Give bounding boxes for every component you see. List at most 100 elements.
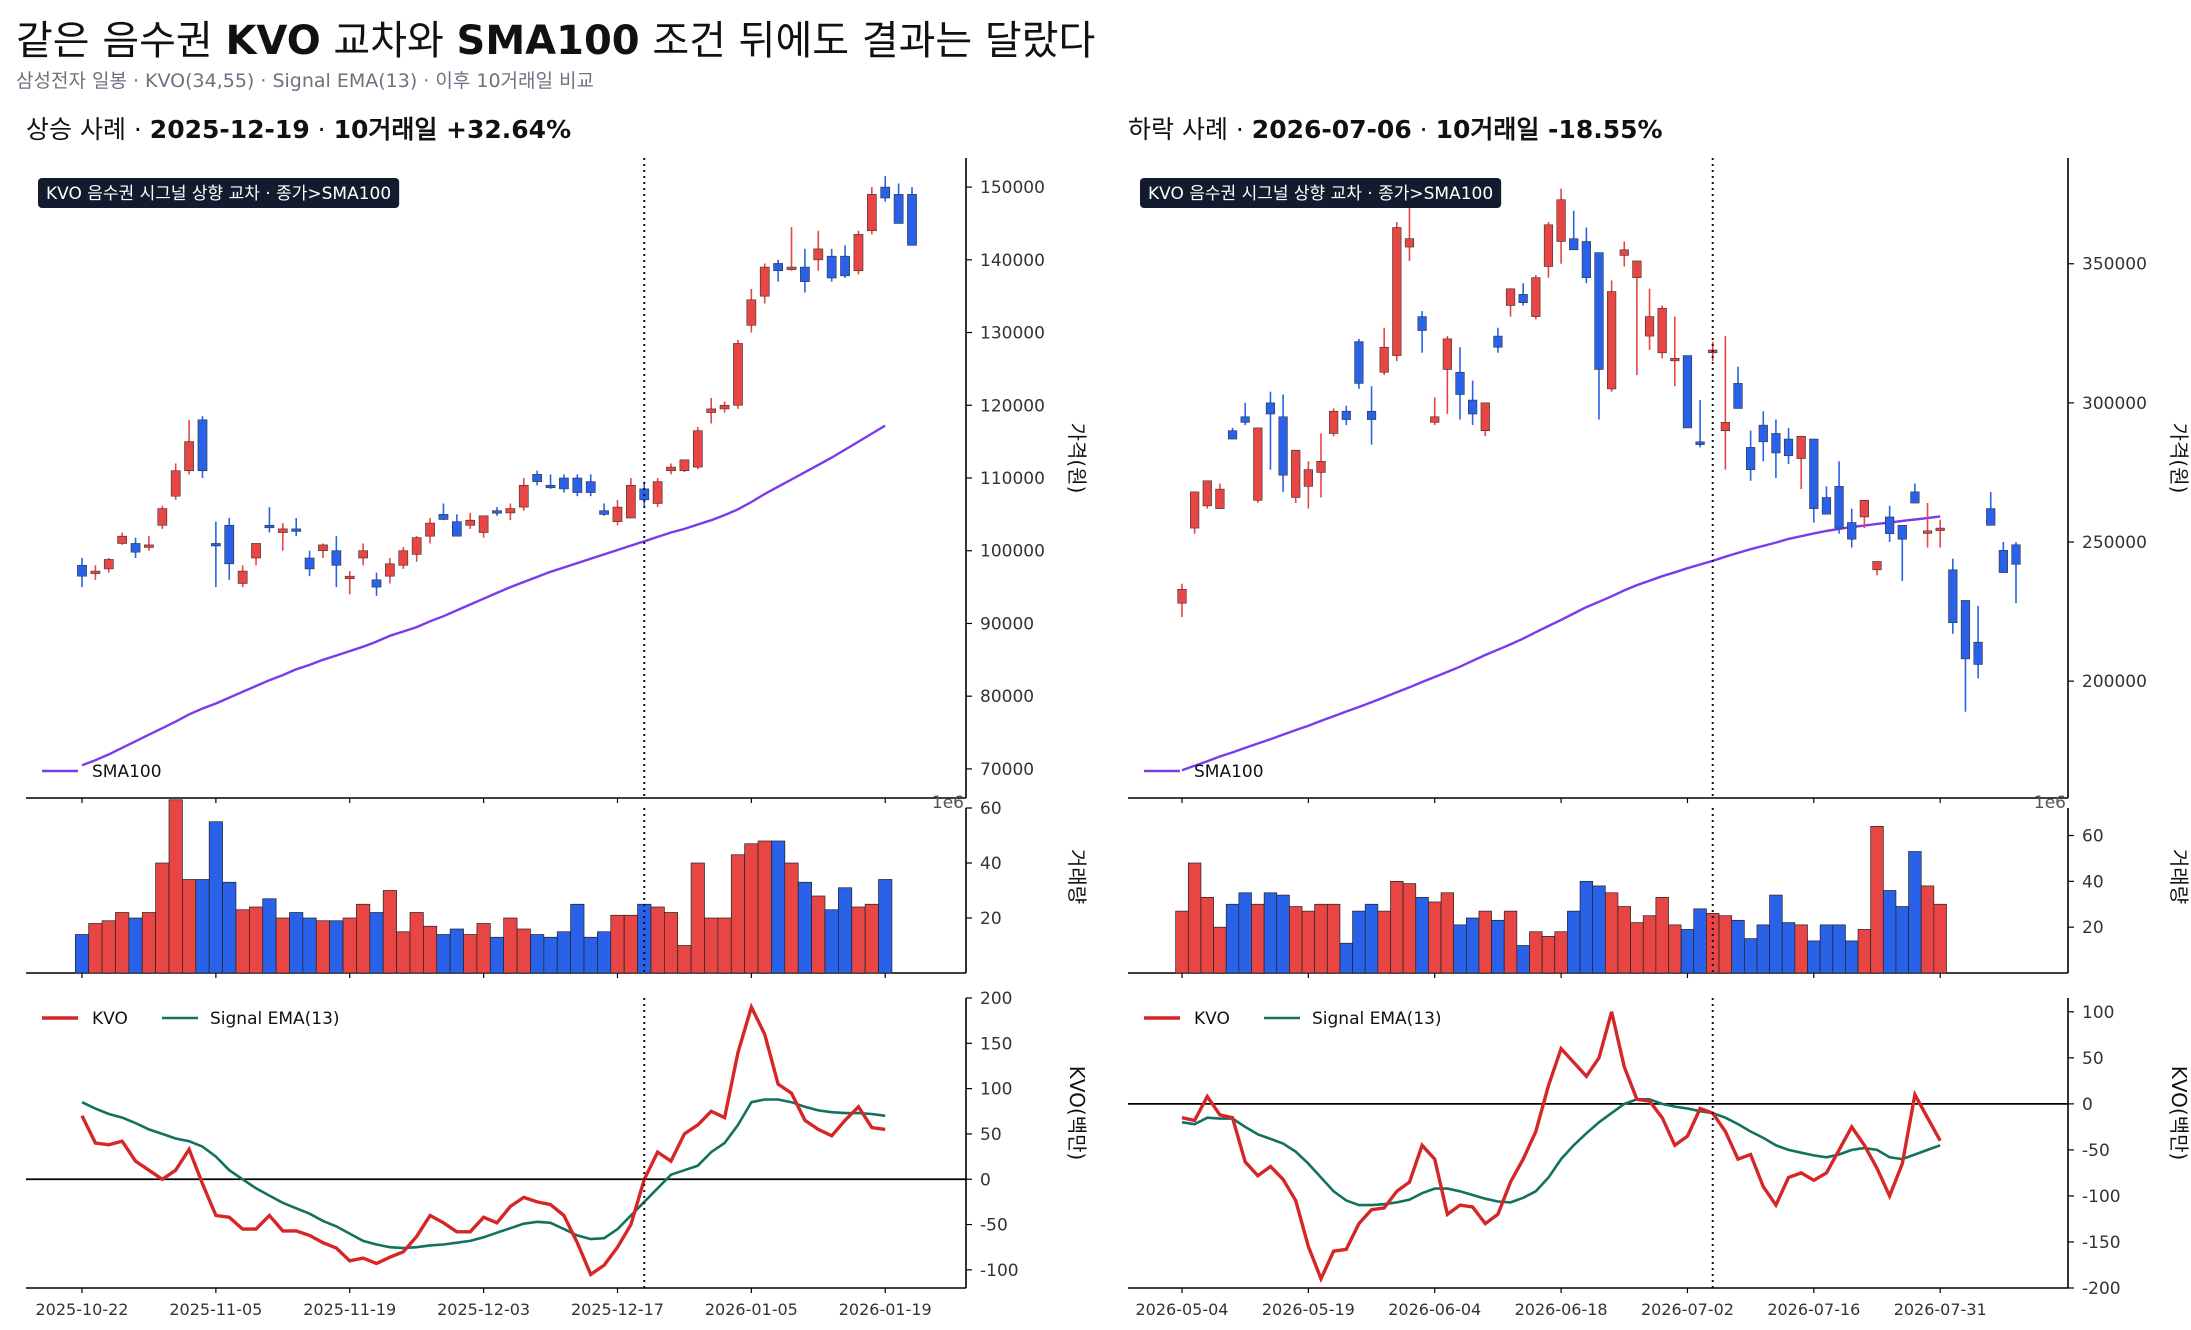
volume-bar <box>1478 910 1492 974</box>
volume-bar <box>1756 924 1770 974</box>
candle-body <box>505 508 516 514</box>
price-tick-label: 250000 <box>2082 533 2147 553</box>
x-tick-label: 2026-07-02 <box>1641 1300 1734 1319</box>
candle-body <box>465 519 476 526</box>
price-tick-label: 70000 <box>980 760 1034 780</box>
candle-body <box>117 535 128 544</box>
volume-bar <box>1225 903 1240 974</box>
volume-bar <box>168 799 183 974</box>
kvo-tick-label: 50 <box>2082 1049 2104 1069</box>
volume-bar <box>1554 931 1568 974</box>
signal-badge <box>38 178 400 208</box>
candle-body <box>411 537 422 555</box>
volume-bar <box>101 920 116 974</box>
candle-body <box>1455 371 1465 395</box>
volume-bar <box>1655 897 1669 974</box>
volume-bar <box>436 934 451 974</box>
candle-body <box>1973 641 1983 665</box>
volume-bar <box>369 912 384 974</box>
volume-bar <box>423 925 438 974</box>
kvo-tick-label: -150 <box>2082 1233 2121 1253</box>
price-tick-label: 150000 <box>980 178 1045 198</box>
kvo-tick-label: 200 <box>980 989 1012 1009</box>
candle-body <box>1935 527 1945 531</box>
candle-body <box>1922 530 1933 534</box>
candle-body <box>612 506 623 522</box>
volume-tick-label: 40 <box>980 854 1002 874</box>
volume-bar <box>463 934 478 974</box>
volume-bar <box>222 881 237 974</box>
volume-bar <box>208 821 223 974</box>
candle-body <box>1746 447 1756 470</box>
x-tick-label: 2025-10-22 <box>36 1300 129 1319</box>
candle-body <box>1885 516 1895 534</box>
candle-body <box>1657 307 1667 354</box>
kvo-tick-label: -50 <box>2082 1141 2110 1161</box>
candle-body <box>1809 438 1819 509</box>
volume-bar <box>1440 892 1455 974</box>
volume-bar <box>704 917 719 974</box>
volume-bar <box>289 912 304 974</box>
volume-bar <box>1516 945 1530 974</box>
price-tick-label: 130000 <box>980 324 1045 344</box>
volume-bar <box>1920 885 1935 974</box>
volume-bar <box>771 840 786 974</box>
volume-bar <box>1326 903 1341 974</box>
candle-body <box>264 524 275 529</box>
candle-body <box>1834 486 1844 529</box>
kvo-legend-label: KVO <box>92 1009 128 1029</box>
candle-body <box>1316 461 1326 473</box>
sma-legend-label: SMA100 <box>1194 762 1264 782</box>
volume-bar <box>1339 942 1353 974</box>
candle-body <box>1569 238 1579 251</box>
volume-bar <box>1251 903 1265 974</box>
candle-body <box>719 404 730 410</box>
candle-body <box>385 563 395 577</box>
signal-legend-label: Signal EMA(13) <box>1312 1009 1442 1029</box>
volume-bar <box>757 840 772 974</box>
volume-tick-label: 20 <box>980 909 1002 929</box>
x-tick-label: 2026-06-04 <box>1388 1300 1481 1319</box>
volume-bar <box>182 879 197 974</box>
candle-body <box>626 484 636 519</box>
volume-bar <box>1781 922 1796 974</box>
candle-body <box>318 544 328 552</box>
volume-bar <box>1845 940 1859 974</box>
candle-body <box>1543 224 1554 267</box>
volume-bar <box>650 906 665 974</box>
candle-body <box>1556 199 1566 242</box>
volume-bar <box>1579 880 1594 974</box>
candle-body <box>1531 277 1541 317</box>
candle-body <box>478 515 489 533</box>
candle-body <box>1329 410 1339 434</box>
candle-body <box>492 510 502 514</box>
candle-body <box>893 194 904 224</box>
volume-bar <box>1908 851 1922 974</box>
price-tick-label: 80000 <box>980 687 1034 707</box>
candle-body <box>211 543 221 547</box>
sma-line <box>1181 515 1941 772</box>
candle-body <box>1505 288 1516 306</box>
volume-bar <box>690 862 705 974</box>
volume-bar <box>1491 919 1505 974</box>
candle-body <box>1682 355 1693 429</box>
volume-bar <box>1314 903 1328 974</box>
price-tick-label: 300000 <box>2082 394 2147 414</box>
kvo-tick-label: -100 <box>2082 1187 2121 1207</box>
volume-bar <box>262 898 277 974</box>
candle-body <box>1468 399 1478 415</box>
candle-body <box>840 255 850 277</box>
candle-body <box>1442 338 1452 370</box>
price-tick-label: 110000 <box>980 469 1045 489</box>
signal-badge-text: KVO 음수권 시그널 상향 교차 · 종가>SMA100 <box>46 184 391 204</box>
volume-bar <box>1617 906 1631 974</box>
volume-bar <box>864 903 879 974</box>
volume-bar <box>1819 924 1834 974</box>
signal-legend-label: Signal EMA(13) <box>210 1009 340 1029</box>
candle-body <box>826 255 837 279</box>
volume-bar <box>1680 929 1695 974</box>
volume-bar <box>235 909 250 974</box>
candle-body <box>572 477 583 493</box>
candle-body <box>706 408 717 413</box>
candle-body <box>130 543 141 553</box>
